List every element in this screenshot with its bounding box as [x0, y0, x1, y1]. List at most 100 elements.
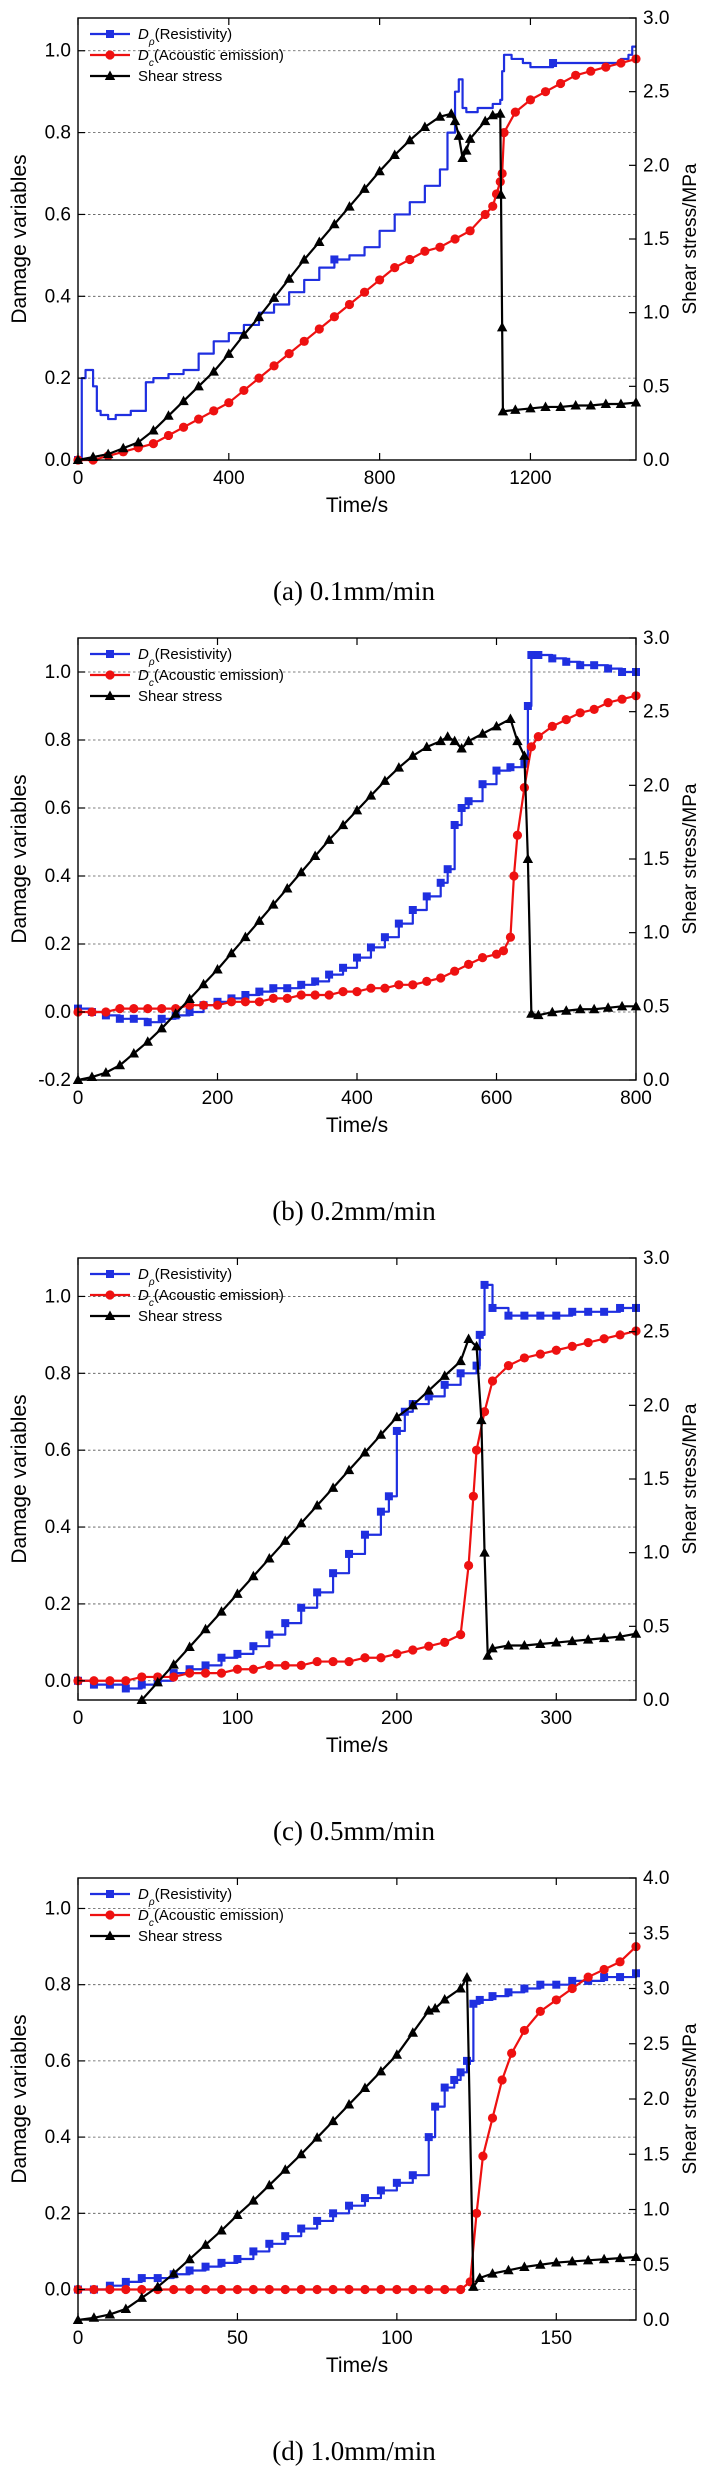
data-point [449, 735, 460, 746]
series-triangle [72, 1971, 642, 2324]
y-axis-title: Damage variables [8, 2014, 31, 2183]
data-point [510, 107, 520, 117]
data-point [185, 1668, 195, 1678]
legend-marker [104, 1930, 116, 1940]
gridlines [78, 671, 636, 1013]
data-point [184, 1641, 195, 1651]
data-point [439, 1370, 450, 1380]
data-point [464, 797, 473, 806]
data-point [255, 987, 264, 996]
data-point [464, 959, 474, 969]
legend-label: Shear stress [138, 1928, 222, 1945]
data-point [506, 763, 515, 772]
series-circle [73, 1326, 641, 1686]
data-point [345, 2201, 354, 2210]
y2-axis-title: Shear stress/MPa [680, 163, 701, 314]
data-point [477, 953, 488, 963]
data-point [328, 1656, 338, 1667]
legend-marker [105, 50, 115, 60]
data-point [232, 1588, 243, 1598]
data-point [224, 398, 234, 408]
data-point [498, 946, 509, 956]
data-point [422, 976, 432, 986]
data-point [389, 149, 400, 160]
data-point [344, 2284, 354, 2295]
y2-tick-label: 1.5 [643, 849, 669, 870]
y-tick-label: 0.8 [45, 123, 71, 144]
data-point [296, 990, 306, 1000]
data-point [233, 2255, 242, 2264]
y-tick-label: 1.0 [45, 662, 71, 683]
data-point [519, 1639, 530, 1650]
data-point [309, 850, 321, 861]
data-point [163, 410, 174, 420]
data-point [121, 1684, 130, 1693]
data-point [241, 991, 250, 999]
x-tick-label: 100 [222, 1708, 254, 1729]
data-point [456, 2284, 466, 2295]
data-point [375, 1429, 387, 1439]
y-tick-label: 0.6 [45, 204, 71, 225]
data-point [299, 336, 309, 346]
data-point [281, 2232, 290, 2241]
series-square [74, 1280, 640, 1693]
data-point [598, 2253, 610, 2264]
data-point [479, 1407, 490, 1417]
data-point [232, 2284, 243, 2295]
data-point [253, 311, 265, 322]
data-point [280, 1535, 291, 1545]
data-point [296, 1517, 307, 1528]
data-point [352, 987, 362, 997]
data-point [551, 2257, 562, 2267]
data-point [118, 442, 129, 453]
data-point [268, 993, 278, 1003]
y2-tick-label: 0.0 [643, 2310, 669, 2331]
data-point [264, 2179, 275, 2190]
data-point [121, 2277, 130, 2286]
data-point [439, 1994, 450, 2004]
data-point [497, 405, 509, 416]
data-point [359, 287, 370, 297]
data-point [169, 1672, 179, 1682]
data-point [589, 704, 599, 714]
data-point [570, 399, 581, 410]
data-point [249, 2247, 258, 2256]
y2-tick-label: 4.0 [643, 1868, 669, 1889]
y2-tick-label: 1.0 [643, 923, 669, 944]
series-line [78, 1329, 637, 1682]
data-point [120, 2303, 132, 2313]
data-point [476, 1414, 487, 1425]
data-point [353, 953, 361, 962]
data-point [240, 931, 251, 942]
data-point [329, 312, 339, 322]
data-point [339, 963, 348, 972]
data-point [200, 1668, 211, 1678]
data-point [488, 1992, 497, 2001]
data-point [148, 439, 159, 449]
data-point [156, 1022, 167, 1033]
data-point [265, 2239, 274, 2248]
y-tick-label: 0.2 [45, 2203, 71, 2224]
series-triangle [72, 713, 642, 1084]
y-tick-label: 0.4 [45, 2127, 72, 2148]
data-point [519, 2025, 530, 2036]
data-point [169, 2284, 179, 2295]
y2-tick-label: 0.5 [643, 1616, 669, 1637]
data-point [457, 804, 466, 812]
data-point [598, 1632, 610, 1643]
data-point [503, 1361, 514, 1371]
data-point [104, 2308, 116, 2319]
data-point [328, 2284, 338, 2295]
y-axis-title: Damage variables [8, 774, 31, 943]
y-tick-label: 0.2 [45, 934, 71, 955]
legend-marker [104, 1310, 116, 1320]
y-tick-label: 0.6 [45, 1440, 71, 1461]
y2-tick-label: 2.0 [643, 155, 669, 176]
legend-label: Dρ(Resistivity) [138, 1266, 232, 1288]
data-point [480, 1280, 489, 1289]
x-tick-label: 0 [73, 2328, 84, 2349]
data-point [408, 2171, 417, 2180]
data-point [408, 906, 417, 914]
data-point [450, 234, 460, 244]
data-point [375, 275, 385, 285]
